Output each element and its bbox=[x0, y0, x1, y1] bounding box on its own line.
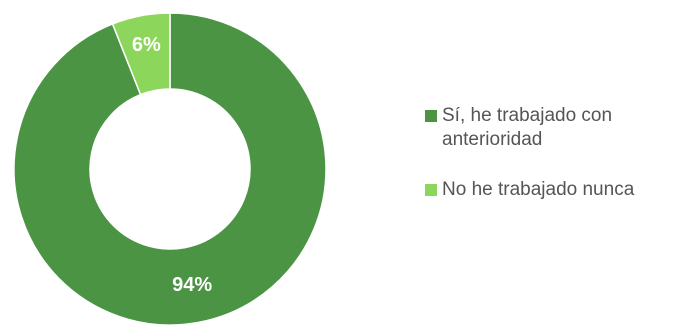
slice-yes bbox=[13, 12, 327, 326]
slice-label-yes: 94% bbox=[172, 274, 212, 296]
legend-item-yes: Sí, he trabajado con anterioridad bbox=[425, 104, 687, 152]
legend-label-no: No he trabajado nunca bbox=[442, 179, 635, 200]
legend-swatch-no bbox=[425, 184, 437, 196]
slice-no bbox=[111, 12, 171, 96]
slice-label-no: 6% bbox=[132, 34, 161, 56]
legend-swatch-yes bbox=[425, 110, 437, 122]
legend: Sí, he trabajado con anterioridad No he … bbox=[425, 104, 687, 202]
legend-label-yes: Sí, he trabajado con anterioridad bbox=[442, 105, 613, 150]
legend-item-no: No he trabajado nunca bbox=[425, 178, 687, 202]
